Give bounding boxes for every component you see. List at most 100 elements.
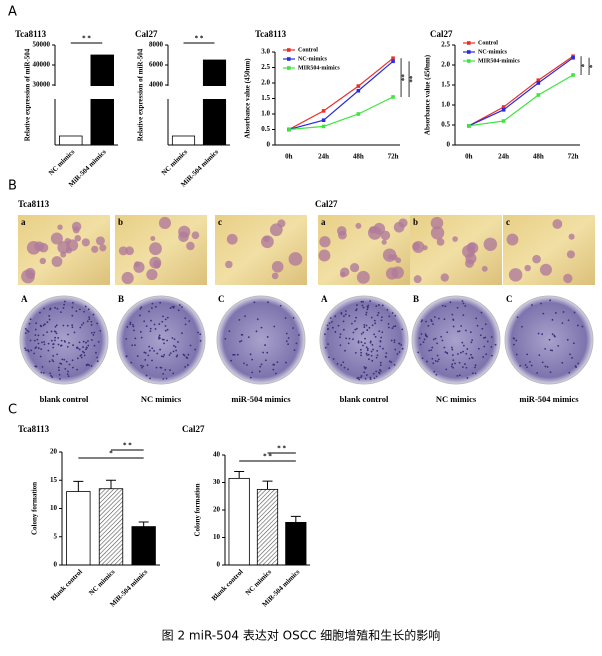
chart: Cal27 Relative expression of miR-504 4000 6… [135, 29, 230, 189]
colony [360, 351, 362, 354]
colony [477, 347, 480, 350]
colony [375, 370, 378, 373]
colony [71, 306, 74, 309]
legend-marker [287, 48, 291, 52]
colony [99, 329, 102, 332]
colony-cell [81, 238, 90, 247]
colony [154, 305, 157, 308]
colony [551, 333, 554, 336]
axis-break [164, 86, 230, 99]
colony [151, 347, 154, 350]
colony [174, 345, 177, 348]
x-tick-label: NC mimics [87, 568, 116, 597]
x-tick-label: NC mimics [160, 148, 189, 177]
colony [239, 340, 241, 343]
colony [343, 366, 346, 369]
colony [342, 361, 345, 364]
colony [452, 359, 455, 362]
colony [52, 355, 55, 357]
colony [361, 304, 364, 307]
chart-title: Cal27 [182, 424, 205, 434]
colony [25, 349, 27, 352]
colony [260, 363, 263, 366]
colony [366, 349, 369, 352]
colony [368, 358, 370, 361]
colony [53, 339, 56, 342]
colony [376, 349, 379, 352]
colony-cell [178, 225, 191, 238]
colony [67, 375, 70, 378]
colony [530, 364, 533, 367]
colony [149, 327, 152, 330]
colony [432, 362, 435, 365]
colony [258, 370, 261, 373]
colony [571, 356, 573, 359]
colony [48, 360, 51, 363]
y-tick-label: 0.5 [261, 125, 270, 133]
bar [228, 477, 250, 566]
colony-cell [413, 275, 422, 284]
colony [97, 340, 100, 343]
colony [27, 330, 30, 333]
colony [460, 325, 463, 327]
colony [332, 358, 335, 360]
colony [145, 374, 148, 377]
colony [424, 333, 427, 336]
image-label: b [118, 217, 123, 227]
colony [549, 349, 552, 352]
colony [150, 307, 153, 309]
colony [50, 374, 52, 377]
colony-cell [271, 272, 279, 280]
colony [388, 367, 391, 370]
colony [56, 307, 59, 310]
image-caption: NC mimics [436, 394, 477, 404]
colony [272, 368, 275, 371]
culture-dish [116, 295, 206, 385]
colony [364, 342, 366, 345]
colony-cell [149, 242, 162, 256]
colony [256, 318, 259, 321]
colony [544, 347, 547, 350]
colony [90, 365, 93, 367]
colony [451, 313, 454, 316]
colony [450, 365, 453, 368]
colony [162, 377, 165, 380]
colony [276, 361, 279, 364]
colony [169, 369, 171, 372]
colony [526, 366, 528, 369]
colony [48, 315, 51, 317]
colony [162, 355, 165, 358]
colony [430, 349, 433, 352]
colony-cell [95, 236, 105, 246]
significance-label: * [581, 63, 589, 67]
colony [184, 317, 187, 320]
colony [52, 343, 54, 346]
colony [52, 360, 55, 363]
colony [385, 352, 388, 355]
colony [369, 378, 372, 381]
colony-cell [481, 265, 488, 272]
image-label: c [218, 217, 222, 227]
colony [344, 349, 346, 352]
colony [131, 323, 134, 326]
significance-label: ** [409, 75, 417, 83]
colony [82, 340, 85, 343]
colony [479, 334, 482, 337]
colony-cell [462, 244, 475, 258]
colony [51, 359, 54, 361]
colony [285, 332, 288, 335]
colony [515, 339, 518, 342]
colony [76, 346, 79, 349]
colony [345, 337, 348, 340]
colony [61, 358, 64, 361]
colony [85, 341, 88, 344]
colony [47, 342, 50, 345]
colony [372, 348, 374, 351]
legend-marker [467, 50, 471, 54]
colony [84, 305, 87, 308]
colony [33, 339, 36, 342]
image-label: a [321, 217, 326, 227]
colony [369, 341, 372, 344]
colony [287, 337, 290, 339]
